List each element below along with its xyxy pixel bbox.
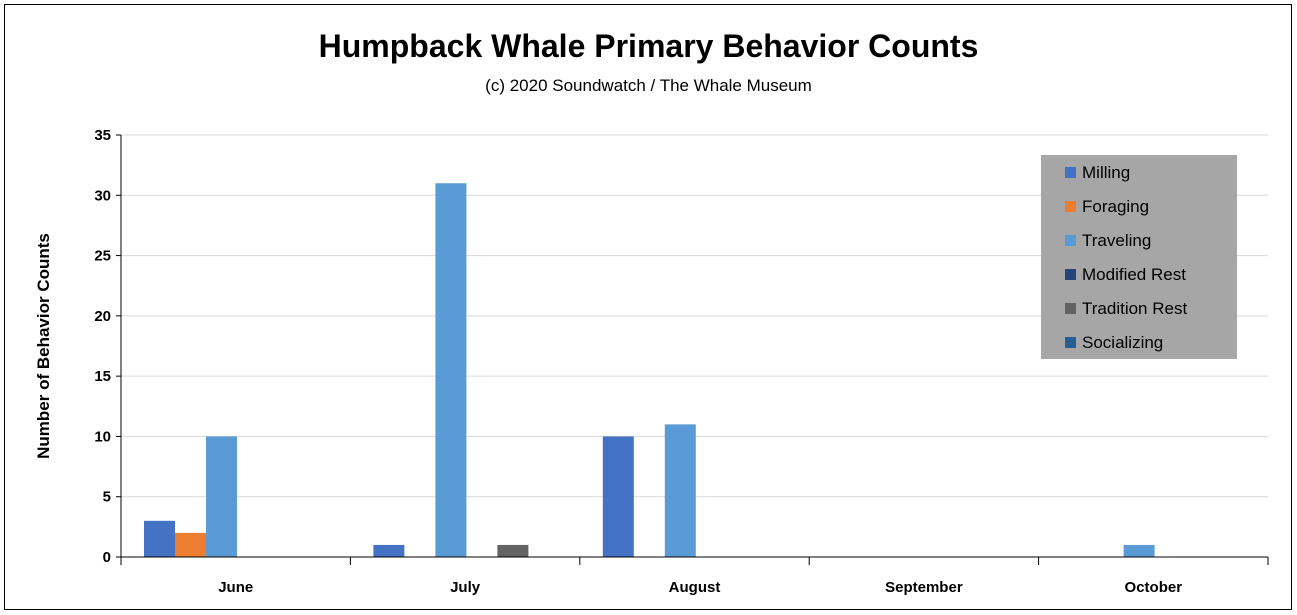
bar-milling-july xyxy=(373,544,405,557)
legend-swatch xyxy=(1065,337,1076,348)
legend-swatch xyxy=(1065,235,1076,246)
legend-swatch xyxy=(1065,303,1076,314)
bar-traveling-july xyxy=(435,183,467,557)
y-tick-label: 5 xyxy=(103,489,111,506)
legend: Milling Foraging Traveling Modified Rest Tra… xyxy=(1041,155,1237,359)
y-tick-label: 25 xyxy=(94,248,111,265)
y-tick-label: 0 xyxy=(103,549,111,566)
bars xyxy=(144,183,1155,557)
legend-label: Foraging xyxy=(1082,197,1149,216)
bar-traveling-august xyxy=(664,424,696,557)
y-tick-label: 30 xyxy=(94,187,111,204)
y-tick-label: 20 xyxy=(94,308,111,325)
legend-background xyxy=(1041,155,1237,359)
legend-label: Tradition Rest xyxy=(1082,299,1187,318)
chart-title: Humpback Whale Primary Behavior Counts xyxy=(318,28,979,64)
x-tick-label: October xyxy=(1125,579,1183,596)
x-tick-label: August xyxy=(669,579,721,596)
y-axis-label: Number of Behavior Counts xyxy=(34,233,53,459)
legend-label: Milling xyxy=(1082,163,1130,182)
y-tick-labels: 0 5 10 15 20 25 30 35 xyxy=(94,127,111,566)
bar-milling-august xyxy=(602,436,634,557)
chart-subtitle: (c) 2020 Soundwatch / The Whale Museum xyxy=(485,76,812,95)
y-tick-label: 15 xyxy=(94,368,111,385)
x-tick-label: July xyxy=(450,579,481,596)
bar-foraging-june xyxy=(175,532,206,557)
legend-swatch xyxy=(1065,201,1076,212)
bar-tradition-rest-july xyxy=(497,544,529,557)
bar-traveling-october xyxy=(1123,544,1155,557)
y-tick-label: 35 xyxy=(94,127,111,144)
x-tick-label: September xyxy=(885,579,963,596)
axes xyxy=(116,134,1269,565)
legend-label: Socializing xyxy=(1082,333,1163,352)
bar-traveling-june xyxy=(206,436,237,557)
legend-label: Modified Rest xyxy=(1082,265,1186,284)
x-tick-labels: June July August September October xyxy=(218,579,1182,596)
bar-milling-june xyxy=(144,520,175,557)
legend-swatch xyxy=(1065,167,1076,178)
legend-swatch xyxy=(1065,269,1076,280)
x-tick-label: June xyxy=(218,579,253,596)
legend-label: Traveling xyxy=(1082,231,1151,250)
y-tick-label: 10 xyxy=(94,428,111,445)
